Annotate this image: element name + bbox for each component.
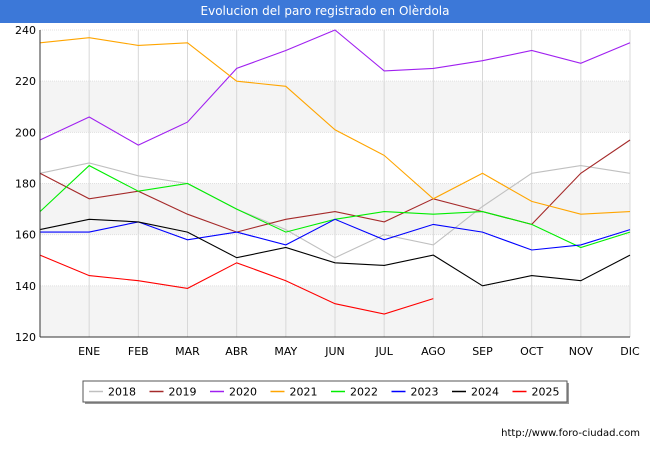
y-tick-label: 180 <box>15 178 36 191</box>
legend-label-2024: 2024 <box>471 386 499 399</box>
x-tick-label: NOV <box>569 345 594 358</box>
x-tick-label: JUN <box>324 345 345 358</box>
legend-label-2020: 2020 <box>229 386 257 399</box>
series-lines <box>39 29 631 315</box>
x-tick-label: FEB <box>128 345 149 358</box>
legend-box <box>82 380 568 403</box>
series-line-2018 <box>39 162 631 259</box>
title-bar <box>0 0 650 23</box>
x-tick-label: AGO <box>421 345 446 358</box>
x-tick-label: JUL <box>374 345 393 358</box>
x-tick-label: ABR <box>225 345 248 358</box>
x-tick-label: DIC <box>620 345 640 358</box>
chart-title: Evolucion del paro registrado en Olèrdol… <box>200 4 450 18</box>
y-tick-label: 240 <box>15 24 36 37</box>
y-tick-label: 200 <box>15 126 36 139</box>
axes <box>39 30 630 338</box>
x-tick-label: MAY <box>274 345 297 358</box>
source-url: http://www.foro-ciudad.com <box>501 428 640 439</box>
legend-label-2023: 2023 <box>411 386 439 399</box>
series-line-2025 <box>39 254 434 315</box>
legend-label-2021: 2021 <box>290 386 318 399</box>
legend-label-2018: 2018 <box>108 386 136 399</box>
series-line-2024 <box>39 218 631 287</box>
series-line-2021 <box>39 37 631 215</box>
legend-label-2025: 2025 <box>532 386 560 399</box>
y-tick-label: 120 <box>15 331 36 344</box>
series-line-2020 <box>39 29 631 146</box>
legend: 2018 2019 2020 2021 2022 2023 2024 2025 <box>82 380 569 404</box>
y-tick-label: 220 <box>15 75 36 88</box>
y-tick-labels: 120 140 160 180 200 220 240 <box>15 24 36 344</box>
y-tick-label: 140 <box>15 280 36 293</box>
x-tick-labels: ENE FEB MAR ABR MAY JUN JUL AGO SEP OCT NOV DIC <box>78 345 640 358</box>
x-tick-label: MAR <box>175 345 200 358</box>
x-tick-label: OCT <box>520 345 543 358</box>
legend-label-2022: 2022 <box>350 386 378 399</box>
legend-label-2019: 2019 <box>169 386 197 399</box>
x-tick-label: ENE <box>78 345 100 358</box>
y-tick-label: 160 <box>15 229 36 242</box>
x-tick-label: SEP <box>472 345 493 358</box>
